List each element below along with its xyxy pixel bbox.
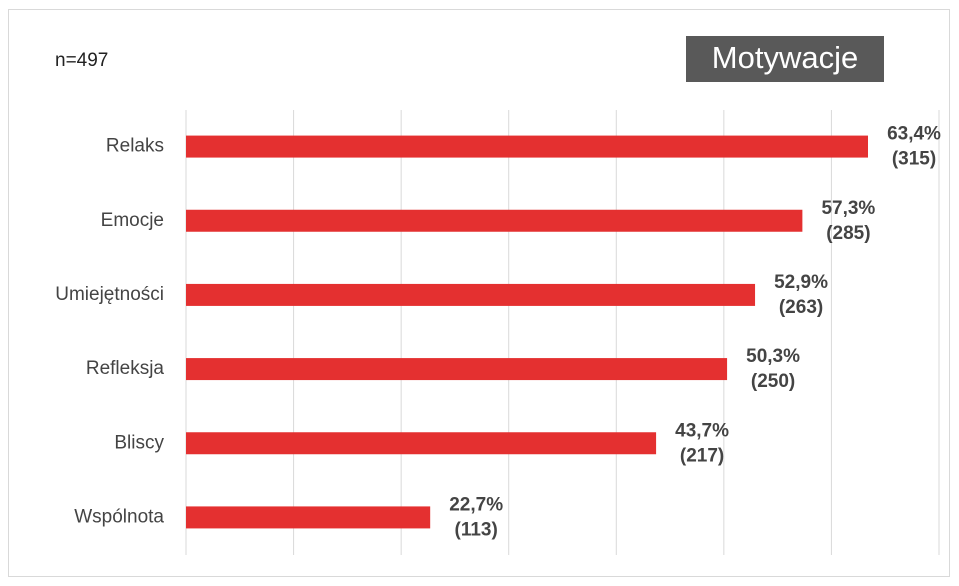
- bar: [186, 135, 869, 158]
- category-label: Umiejętności: [55, 284, 164, 305]
- title-box: [686, 36, 884, 82]
- count-label: (250): [751, 371, 795, 392]
- bar: [186, 283, 756, 306]
- category-label: Relaks: [106, 136, 164, 157]
- category-label: Refleksja: [86, 358, 165, 379]
- count-label: (315): [892, 149, 936, 170]
- chart-title: Motywacje: [712, 40, 858, 75]
- value-label: 50,3%: [746, 346, 800, 367]
- value-label: 52,9%: [774, 272, 828, 293]
- value-label: 63,4%: [887, 124, 941, 145]
- category-label: Emocje: [101, 210, 164, 231]
- bar: [186, 506, 431, 529]
- value-label: 43,7%: [675, 420, 729, 441]
- category-label: Bliscy: [114, 432, 164, 453]
- count-label: (263): [779, 297, 823, 318]
- category-label: Wspólnota: [74, 506, 164, 527]
- value-label: 57,3%: [821, 198, 875, 219]
- sample-size: n=497: [55, 50, 108, 71]
- bar: [186, 358, 728, 381]
- value-label: 22,7%: [449, 494, 503, 515]
- count-label: (285): [826, 223, 870, 244]
- bar: [186, 209, 803, 232]
- bar: [186, 432, 657, 455]
- count-label: (113): [455, 519, 498, 540]
- count-label: (217): [680, 445, 724, 466]
